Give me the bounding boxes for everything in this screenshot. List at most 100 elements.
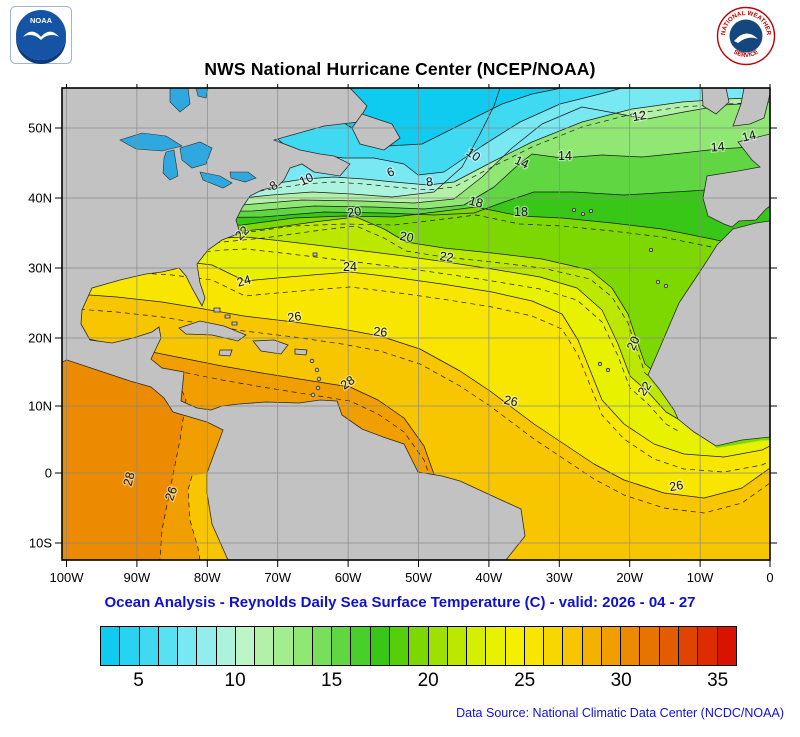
contour-label-26: 26 — [503, 393, 520, 410]
x-axis-label: 50W — [405, 570, 432, 585]
colorbar-cell-31c — [640, 627, 660, 665]
land-bahamas — [213, 307, 238, 326]
noaa-seagull-icon — [23, 31, 59, 40]
colorbar-cell-23c — [486, 627, 506, 665]
contour-label-18: 18 — [514, 205, 528, 219]
map-border — [61, 87, 771, 561]
colorbar-cell-5c — [139, 627, 159, 665]
sst-band-29c — [62, 346, 186, 560]
y-axis-label: 20N — [28, 331, 52, 346]
header: NOAA NATIONAL WEATHER SERVICE NWS Nation… — [0, 0, 800, 84]
isotherm-peru-dashed — [187, 475, 201, 560]
page-title: NWS National Hurricane Center (NCEP/NOAA… — [204, 59, 596, 79]
axis-ticks — [55, 84, 777, 567]
x-axis-label: 60W — [335, 570, 362, 585]
colorbar-cell-15c — [332, 627, 352, 665]
colorbar-cell-11c — [255, 627, 275, 665]
land-bermuda — [312, 252, 318, 257]
nws-logo-bottom-text: SERVICE — [732, 49, 760, 60]
contour-label-26: 26 — [287, 309, 303, 325]
data-source: Data Source: National Climatic Data Cent… — [456, 706, 784, 720]
great-lakes — [119, 132, 257, 189]
contour-label-14: 14 — [710, 139, 725, 154]
land-hispaniola — [252, 339, 289, 355]
colorbar-cell-33c — [678, 627, 699, 665]
colorbar-cell-3c — [101, 627, 121, 665]
lat-lon-grid — [62, 88, 770, 560]
contour-label-14: 14 — [740, 128, 757, 145]
colorbar-cell-14c — [312, 627, 333, 665]
contour-label-14: 14 — [558, 149, 572, 163]
isotherm-14c — [62, 146, 770, 213]
lake-erie — [199, 171, 233, 189]
x-axis-label: 0 — [766, 570, 773, 585]
y-axis-label: 50N — [28, 121, 52, 136]
lake-michigan — [162, 149, 179, 181]
colorbar-cell-10c — [235, 627, 256, 665]
isotherm-26c — [62, 292, 770, 499]
isotherm-20c — [62, 216, 653, 371]
colorbar-cell-35c — [717, 627, 736, 665]
contour-label-24: 24 — [235, 273, 252, 290]
lake-ontario — [229, 171, 257, 183]
land-cape-verde — [597, 361, 611, 373]
colorbar — [100, 626, 737, 666]
y-axis-label: 0 — [45, 466, 52, 481]
nws-logo: NATIONAL WEATHER SERVICE — [716, 6, 776, 66]
colorbar-cell-27c — [563, 627, 583, 665]
colorbar-cell-29c — [601, 627, 622, 665]
land-madeira — [649, 247, 654, 252]
isotherm-19c-dashed — [62, 214, 770, 261]
isotherm-27c-dashed — [62, 307, 770, 514]
x-axis-label: 70W — [264, 570, 291, 585]
contour-label-20: 20 — [346, 204, 362, 220]
land-azores — [571, 208, 594, 217]
land-puerto-rico — [294, 348, 308, 356]
colorbar-cell-21c — [447, 627, 468, 665]
contour-label-20: 20 — [399, 229, 415, 245]
y-axis-label: 40N — [28, 191, 52, 206]
isotherm-21c-dashed — [62, 225, 653, 380]
noaa-logo-text: NOAA — [30, 16, 53, 25]
colorbar-tick-20: 20 — [417, 670, 439, 691]
contour-label-8: 8 — [425, 175, 434, 190]
isotherm-29c — [62, 345, 187, 560]
contour-label-26: 26 — [668, 478, 684, 494]
colorbar-cell-6c — [158, 627, 179, 665]
colorbar-cell-12c — [274, 627, 294, 665]
colorbar-tick-35: 35 — [707, 670, 729, 691]
land-africa — [647, 220, 770, 447]
contour-labels: 688 1010121414141418182020202222222424262… — [119, 107, 759, 504]
nws-eagle-icon — [734, 33, 758, 43]
colorbar-cell-4c — [120, 627, 140, 665]
colorbar-cell-26c — [544, 627, 564, 665]
james-bay — [169, 88, 209, 113]
colorbar-cell-16c — [351, 627, 371, 665]
contour-label-18: 18 — [468, 194, 485, 211]
land-france-iberia — [702, 133, 770, 228]
colorbar-cell-30c — [621, 627, 641, 665]
contour-label-26: 26 — [162, 485, 180, 503]
x-axis-label: 40W — [476, 570, 503, 585]
isotherm-24c — [62, 255, 770, 458]
colorbar-cell-9c — [216, 627, 236, 665]
caption: Ocean Analysis - Reynolds Daily Sea Surf… — [104, 594, 696, 611]
colorbar-cell-8c — [197, 627, 217, 665]
contour-label-22: 22 — [439, 249, 455, 265]
y-axis-label: 30N — [28, 261, 52, 276]
colorbar-cell-18c — [389, 627, 410, 665]
land-lesser-antilles — [309, 358, 322, 398]
colorbar-labels: 5 10 15 20 25 30 35 — [100, 670, 737, 696]
x-axis-label: 30W — [546, 570, 573, 585]
contour-label-24: 24 — [343, 260, 357, 274]
colorbar-cell-28c — [582, 627, 602, 665]
lake-superior — [119, 132, 183, 152]
colorbar-tick-25: 25 — [514, 670, 536, 691]
colorbar-cell-32c — [659, 627, 679, 665]
isotherm-18c — [62, 206, 770, 253]
y-axis-label: 10N — [28, 399, 52, 414]
land-britain — [732, 88, 770, 127]
colorbar-cell-20c — [428, 627, 448, 665]
colorbar-cell-34c — [698, 627, 718, 665]
